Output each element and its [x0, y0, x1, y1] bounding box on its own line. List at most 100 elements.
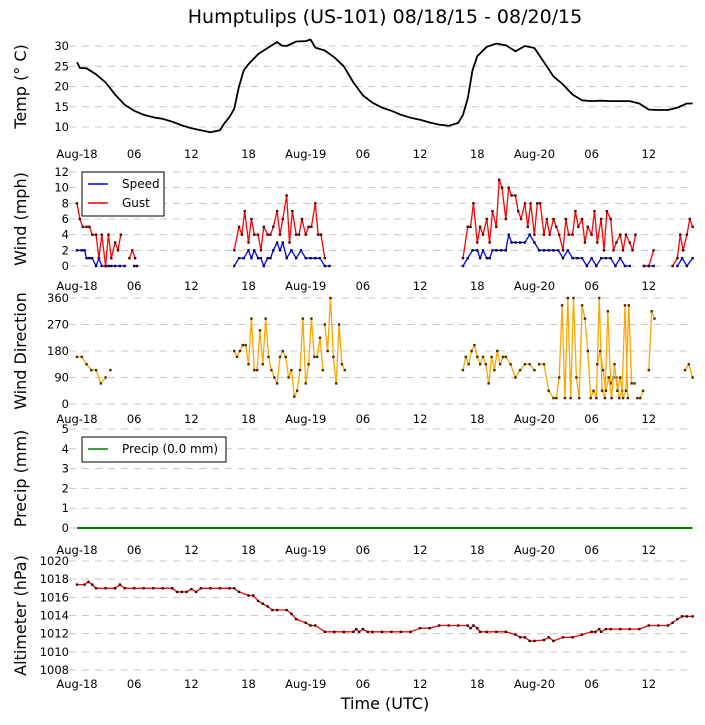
data-point-wind: [466, 225, 469, 229]
y-tick-label-precip: 4: [62, 442, 69, 456]
data-point-winddir: [326, 349, 329, 353]
data-point-wind: [118, 264, 122, 268]
data-point-wind: [290, 249, 293, 252]
data-point-altimeter: [237, 590, 241, 594]
data-point-wind: [497, 178, 501, 182]
data-point-winddir: [301, 317, 305, 320]
data-point-winddir: [566, 296, 569, 300]
series-line-temp-temp: [76, 38, 693, 134]
data-point-wind: [300, 217, 304, 221]
data-point-winddir: [592, 389, 595, 392]
data-point-wind: [615, 241, 618, 244]
data-point-wind: [671, 264, 674, 268]
data-point-winddir: [238, 349, 242, 353]
data-point-wind: [628, 264, 631, 268]
data-point-winddir: [335, 382, 338, 385]
data-point-wind: [507, 186, 510, 189]
data-point-altimeter: [590, 630, 593, 634]
y-tick-label-winddir: 180: [47, 344, 69, 358]
data-point-altimeter: [514, 633, 517, 636]
data-point-winddir: [290, 368, 293, 372]
data-point-wind: [256, 256, 260, 260]
y-tick-label-altimeter: 1016: [40, 590, 69, 604]
data-point-wind: [590, 233, 593, 236]
x-tick-label-altimeter: 06: [127, 677, 142, 691]
data-point-altimeter: [472, 624, 475, 627]
data-point-altimeter: [523, 636, 527, 639]
data-point-altimeter: [371, 630, 374, 634]
data-point-winddir: [636, 396, 639, 400]
data-point-winddir: [600, 389, 604, 392]
data-point-wind: [485, 256, 488, 260]
data-point-winddir: [484, 363, 488, 366]
data-point-wind: [323, 256, 326, 260]
data-point-wind: [567, 233, 570, 236]
data-point-wind: [233, 264, 236, 268]
y-axis-label-altimeter: Altimeter (hPa): [11, 555, 30, 676]
data-point-wind: [237, 256, 241, 260]
data-point-wind: [500, 186, 504, 189]
x-tick-label-altimeter: 12: [641, 677, 656, 691]
data-point-altimeter: [218, 587, 222, 590]
x-tick-label-precip: 06: [356, 543, 371, 557]
data-point-wind: [499, 249, 503, 252]
data-point-wind: [318, 256, 322, 260]
data-point-winddir: [514, 376, 517, 379]
data-point-wind: [495, 249, 498, 252]
data-point-wind: [233, 249, 236, 252]
data-point-wind: [585, 264, 589, 268]
data-point-winddir: [487, 382, 490, 385]
data-point-winddir: [493, 368, 496, 372]
data-point-wind: [285, 256, 288, 260]
data-point-wind: [552, 217, 555, 221]
data-point-winddir: [94, 368, 98, 372]
data-point-winddir: [623, 304, 627, 307]
data-point-wind: [88, 256, 91, 260]
data-point-wind: [495, 225, 498, 229]
data-point-wind: [612, 249, 615, 252]
data-point-winddir: [575, 376, 578, 379]
data-point-wind: [685, 264, 689, 268]
data-point-winddir: [461, 368, 465, 372]
x-tick-label-temp: Aug-20: [514, 147, 555, 161]
data-point-wind: [574, 209, 577, 213]
data-point-winddir: [630, 382, 633, 385]
x-tick-label-temp: 18: [241, 147, 256, 161]
x-tick-label-winddir: Aug-18: [56, 412, 97, 426]
data-point-wind: [604, 256, 608, 260]
data-point-wind: [110, 256, 113, 260]
data-point-altimeter: [580, 633, 584, 636]
legend-box-wind: [81, 171, 165, 217]
x-tick-label-wind: 12: [641, 279, 656, 293]
data-point-altimeter: [691, 615, 694, 618]
data-point-wind: [538, 249, 541, 252]
data-point-winddir: [467, 363, 470, 366]
data-point-wind: [275, 241, 279, 244]
data-point-winddir: [650, 310, 653, 313]
x-tick-label-wind: Aug-19: [285, 279, 326, 293]
series-line-winddir-direction2: [539, 297, 629, 399]
data-point-wind: [485, 217, 488, 221]
data-point-wind: [624, 233, 628, 236]
data-point-altimeter: [518, 636, 522, 639]
data-point-winddir: [547, 389, 550, 392]
data-point-wind: [536, 202, 539, 205]
data-point-wind: [599, 217, 603, 221]
y-tick-label-precip: 2: [62, 481, 69, 495]
data-point-altimeter: [547, 636, 550, 639]
data-point-altimeter: [113, 587, 117, 590]
data-point-wind: [593, 209, 596, 213]
data-point-wind: [609, 217, 612, 221]
data-point-altimeter: [399, 630, 403, 634]
data-point-wind: [538, 202, 542, 205]
data-point-altimeter: [428, 627, 431, 630]
data-point-altimeter: [495, 630, 498, 634]
y-tick-label-wind: 2: [62, 243, 69, 257]
data-point-winddir: [580, 304, 584, 307]
series-line-wind-gust: [644, 250, 655, 267]
data-point-wind: [291, 209, 294, 213]
data-point-altimeter: [252, 594, 255, 597]
data-point-wind: [691, 225, 694, 229]
data-point-wind: [688, 217, 691, 221]
series-line-winddir-direction2: [596, 304, 635, 399]
